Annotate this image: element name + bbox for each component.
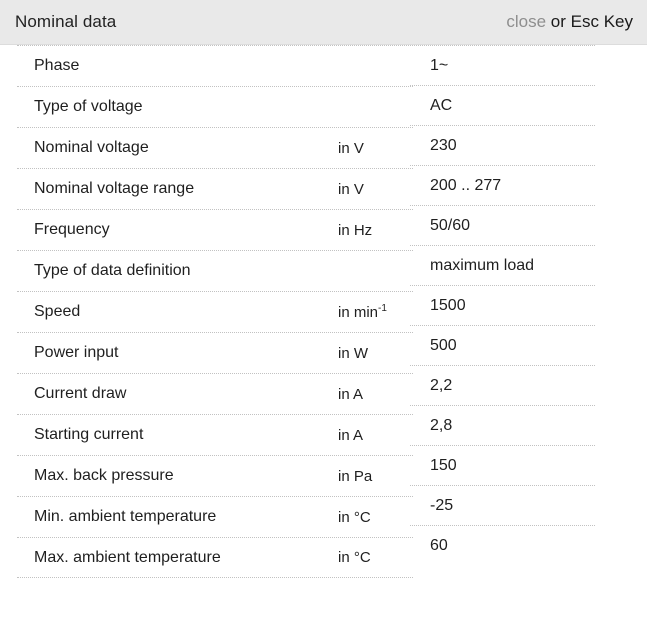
row-unit: in °C (338, 549, 371, 566)
table-row-value: 60 (410, 525, 595, 565)
row-unit-exponent: -1 (378, 302, 387, 314)
table-row: Min. ambient temperature in °C (17, 496, 413, 537)
table-row-value: 500 (410, 325, 595, 365)
table-row: Nominal voltage range in V (17, 168, 413, 209)
row-label: Phase (34, 57, 80, 74)
row-label: Power input (34, 344, 119, 361)
row-label: Frequency (34, 221, 110, 238)
row-value: 1500 (430, 296, 466, 314)
row-value: maximum load (430, 256, 535, 274)
row-unit: in W (338, 344, 368, 362)
row-label: Nominal voltage range (34, 180, 195, 197)
table-row: Power input in W (17, 332, 413, 373)
table-row: Max. ambient temperature in °C (17, 537, 413, 578)
row-label: Type of voltage (34, 98, 143, 115)
table-row: Speed in min-1 (17, 291, 413, 332)
row-value: 500 (430, 336, 457, 354)
table-row: Nominal voltage in V (17, 127, 413, 168)
table-row-value: 200 .. 277 (410, 165, 595, 205)
page-title: Nominal data (15, 12, 117, 31)
table-row-value: maximum load (410, 245, 595, 285)
row-unit: in A (338, 426, 364, 444)
row-unit: in V (338, 139, 364, 157)
row-label: Max. back pressure (34, 467, 174, 484)
dialog-titlebar: Nominal data close or Esc Key (0, 0, 647, 45)
row-value: AC (430, 96, 453, 114)
close-button[interactable]: close (506, 12, 547, 31)
row-label: Min. ambient temperature (34, 508, 217, 525)
row-unit-base: in min (338, 303, 379, 321)
row-label: Type of data definition (34, 262, 191, 279)
row-value: 2,2 (430, 376, 453, 394)
row-unit: in Hz (338, 221, 373, 239)
table-row: Type of data definition (17, 250, 413, 291)
row-label: Current draw (34, 385, 127, 402)
row-label: Max. ambient temperature (34, 548, 221, 566)
row-value: 2,8 (430, 416, 453, 434)
table-row-value: 1500 (410, 285, 595, 325)
table-row-value: -25 (410, 485, 595, 525)
table-row: Current draw in A (17, 373, 413, 414)
close-hint: close or Esc Key (506, 12, 633, 32)
row-label: Nominal voltage (34, 139, 149, 156)
table-row: Frequency in Hz (17, 209, 413, 250)
row-label: Speed (34, 303, 81, 320)
row-label: Starting current (34, 426, 144, 443)
table-row-value: 150 (410, 445, 595, 485)
table-row: Max. back pressure in Pa (17, 455, 413, 496)
row-value: 200 .. 277 (430, 176, 502, 194)
table-row-value: 50/60 (410, 205, 595, 245)
row-unit: in A (338, 385, 364, 403)
table-row: Phase (17, 45, 413, 86)
table-row-value: AC (410, 85, 595, 125)
esc-key-hint: or Esc Key (546, 12, 633, 31)
table-row-value: 1~ (410, 45, 595, 85)
value-column: 1~ AC 230 200 .. 277 50/60 maximum load 1500 50… (410, 45, 595, 565)
table-row: Type of voltage (17, 86, 413, 127)
row-value: -25 (430, 496, 454, 514)
table-row-value: 2,8 (410, 405, 595, 445)
row-unit: in °C (338, 508, 371, 526)
row-value: 230 (430, 136, 457, 154)
table-row-value: 2,2 (410, 365, 595, 405)
table-row-value: 230 (410, 125, 595, 165)
row-value: 150 (430, 456, 457, 474)
row-unit: in V (338, 180, 364, 198)
row-value: 1~ (430, 56, 449, 74)
row-value: 60 (430, 536, 448, 554)
row-unit: in min-1 (338, 302, 387, 321)
row-value: 50/60 (430, 216, 471, 234)
row-unit: in Pa (338, 467, 373, 485)
table-row: Starting current in A (17, 414, 413, 455)
